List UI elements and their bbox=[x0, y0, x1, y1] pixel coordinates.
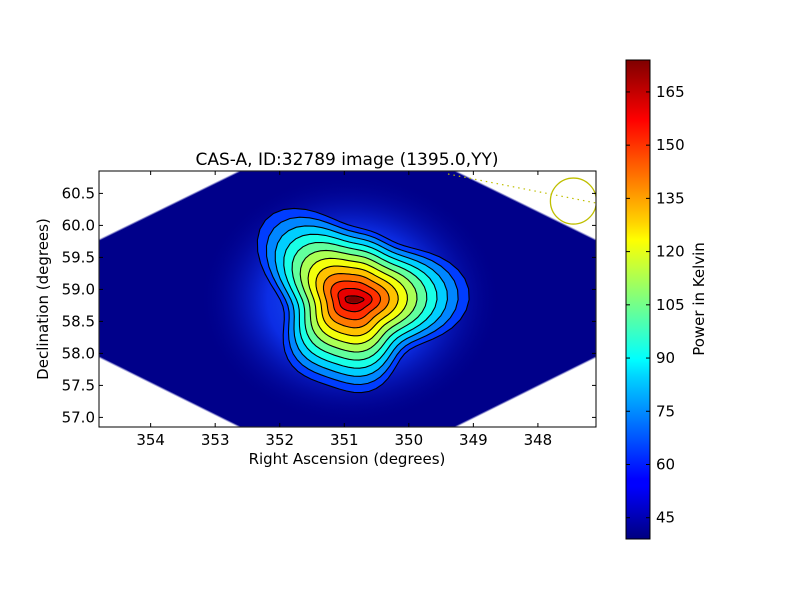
contour-6 bbox=[299, 249, 418, 353]
colorbar-tick-label: 75 bbox=[656, 402, 675, 420]
x-tick-label: 350 bbox=[394, 431, 423, 449]
contour-1 bbox=[256, 207, 470, 394]
y-axis-label: Declination (degrees) bbox=[34, 218, 52, 380]
x-tick-label: 353 bbox=[201, 431, 230, 449]
contour-12 bbox=[344, 295, 365, 305]
contour-9 bbox=[322, 273, 390, 329]
x-axis-ticks: 354 353 352 351 350 349 348 bbox=[136, 171, 552, 449]
plot-frame bbox=[98, 170, 597, 428]
y-axis-ticks: 57.0 57.5 58.0 58.5 59.0 59.5 60.0 60.5 bbox=[62, 184, 596, 426]
colorbar-tick-label: 165 bbox=[656, 83, 685, 101]
colorbar-ticks: 45 60 75 90 105 120 135 150 165 bbox=[626, 83, 685, 527]
field-edge bbox=[99, 171, 596, 427]
contour-3 bbox=[274, 225, 448, 377]
colorbar: 45 60 75 90 105 120 135 150 165 Power in Kelvin bbox=[625, 59, 708, 540]
contour-10 bbox=[330, 280, 382, 321]
contour-lines bbox=[256, 207, 470, 394]
chart-title: CAS-A, ID:32789 image (1395.0,YY) bbox=[195, 150, 498, 170]
y-tick-label: 58.0 bbox=[62, 344, 95, 362]
colorbar-tick-label: 105 bbox=[656, 296, 685, 314]
contour-11 bbox=[337, 287, 373, 313]
colorbar-tick-label: 45 bbox=[656, 509, 675, 527]
colorbar-tick-label: 60 bbox=[656, 455, 675, 473]
contour-4 bbox=[283, 233, 438, 369]
y-tick-label: 58.5 bbox=[62, 312, 95, 330]
x-tick-label: 348 bbox=[524, 431, 553, 449]
contour-7 bbox=[307, 257, 408, 345]
y-tick-label: 59.0 bbox=[62, 280, 95, 298]
plot-area: 354 353 352 351 350 349 348 57.0 57.5 58.0 58.5 59… bbox=[62, 170, 597, 449]
beam-marker-circle bbox=[549, 177, 596, 225]
colorbar-tick-label: 135 bbox=[656, 189, 685, 207]
peak-core bbox=[347, 296, 360, 303]
colorbar-tick-label: 90 bbox=[656, 349, 675, 367]
x-axis-label: Right Ascension (degrees) bbox=[249, 450, 446, 468]
colorbar-gradient bbox=[625, 59, 651, 540]
y-tick-label: 60.5 bbox=[62, 184, 95, 202]
y-tick-label: 57.5 bbox=[62, 376, 95, 394]
y-tick-label: 59.5 bbox=[62, 248, 95, 266]
contour-8 bbox=[315, 265, 399, 337]
y-tick-label: 60.0 bbox=[62, 216, 95, 234]
colorbar-tick-label: 150 bbox=[656, 136, 685, 154]
y-tick-label: 57.0 bbox=[62, 408, 95, 426]
x-tick-label: 351 bbox=[330, 431, 359, 449]
x-tick-label: 349 bbox=[459, 431, 488, 449]
contour-5 bbox=[291, 241, 428, 361]
x-tick-label: 352 bbox=[265, 431, 294, 449]
x-tick-label: 354 bbox=[136, 431, 165, 449]
contour-2 bbox=[265, 216, 459, 386]
colorbar-tick-label: 120 bbox=[656, 243, 685, 261]
colorbar-label: Power in Kelvin bbox=[690, 242, 708, 356]
